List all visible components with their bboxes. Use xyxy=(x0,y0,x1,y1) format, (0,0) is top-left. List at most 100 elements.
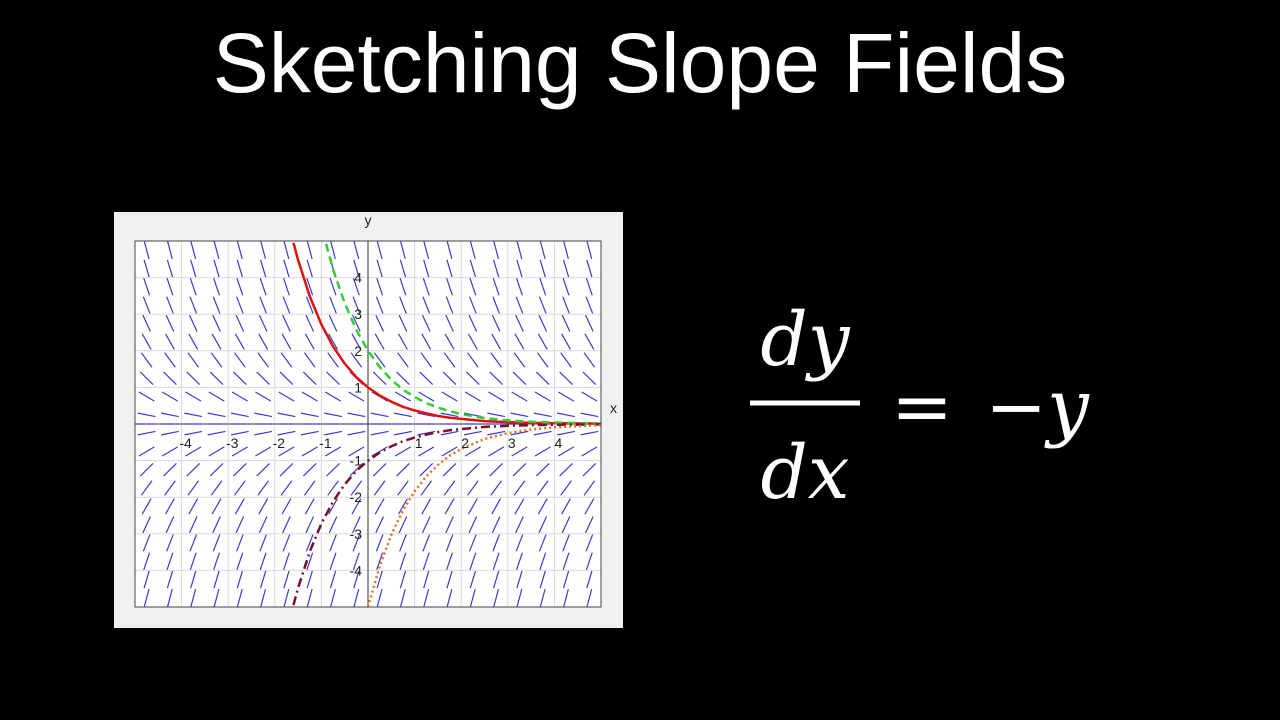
slope-segment xyxy=(557,430,575,436)
slope-segment xyxy=(468,314,478,332)
slope-segment xyxy=(327,352,339,368)
slope-segment xyxy=(539,278,547,296)
slope-segment xyxy=(212,534,221,552)
slope-segment xyxy=(353,241,360,259)
slope-segment xyxy=(258,516,268,534)
slope-segment xyxy=(256,463,270,477)
slope-segment xyxy=(584,498,595,515)
slope-segment xyxy=(352,552,360,570)
slope-segment xyxy=(211,498,222,515)
slope-segment xyxy=(164,498,175,515)
slope-segment xyxy=(446,278,454,296)
slope-segment xyxy=(351,498,362,515)
slope-segment xyxy=(557,391,575,402)
slope-segment xyxy=(306,278,314,296)
slope-segment xyxy=(584,333,595,350)
solution-curve xyxy=(366,423,601,607)
slope-segment xyxy=(510,412,529,418)
slope-segment xyxy=(303,480,316,496)
slope-segment xyxy=(140,352,153,368)
slope-segment xyxy=(583,480,596,496)
slope-segment xyxy=(512,463,527,477)
slope-segment xyxy=(282,278,290,296)
slide-title: Sketching Slope Fields xyxy=(213,16,1067,110)
slope-segment xyxy=(463,430,482,436)
slope-segment xyxy=(421,498,432,515)
slope-segment xyxy=(326,371,340,385)
slope-segment xyxy=(585,278,593,296)
slope-segment xyxy=(280,480,293,496)
slope-segment xyxy=(586,259,593,278)
slope-segment xyxy=(399,570,407,589)
y-tick-label: -2 xyxy=(350,489,363,505)
slope-segment xyxy=(441,391,458,402)
slope-segment xyxy=(143,278,151,296)
slope-segment xyxy=(188,314,198,332)
slope-segment xyxy=(257,480,269,496)
slope-segment xyxy=(376,241,383,259)
slope-segment xyxy=(283,570,290,589)
slope-segment xyxy=(580,412,599,418)
slope-segment xyxy=(467,480,479,496)
slope-segment xyxy=(442,463,457,477)
slope-segment xyxy=(282,552,290,570)
slope-segment xyxy=(167,589,173,607)
slope-segment xyxy=(422,534,431,552)
slope-segment xyxy=(163,463,177,477)
slope-segment xyxy=(185,446,202,457)
slope-segment xyxy=(302,371,317,385)
x-tick-label: 1 xyxy=(415,435,423,451)
slope-segment xyxy=(467,352,479,368)
slope-segment xyxy=(533,412,552,418)
slope-segment xyxy=(352,296,361,314)
slope-segment xyxy=(280,352,293,368)
slope-segment xyxy=(399,278,407,296)
slope-segment xyxy=(469,589,476,607)
slope-segment xyxy=(534,446,551,457)
slope-segment xyxy=(277,430,296,436)
slope-segment xyxy=(234,498,245,515)
solution-curve xyxy=(292,242,601,425)
slope-segment xyxy=(539,589,546,607)
slope-segment xyxy=(372,463,387,477)
slope-segment xyxy=(469,278,477,296)
slope-segment xyxy=(562,534,570,552)
slope-segment xyxy=(399,259,407,278)
slope-segment xyxy=(282,534,291,552)
slope-segment xyxy=(539,552,547,570)
slope-segment xyxy=(184,412,203,418)
slope-segment xyxy=(440,412,459,418)
slope-segment xyxy=(446,570,453,589)
slope-segment xyxy=(353,589,360,607)
slope-segment xyxy=(376,278,384,296)
slope-segment xyxy=(254,412,273,418)
slope-segment xyxy=(375,534,384,552)
slope-segment xyxy=(161,446,179,457)
slope-segment xyxy=(538,516,548,534)
slope-segment xyxy=(260,241,267,259)
slope-segment xyxy=(208,391,225,402)
slope-segment xyxy=(490,352,502,368)
slope-segment xyxy=(306,241,313,259)
slope-segment xyxy=(562,296,570,314)
slope-segment xyxy=(446,552,454,570)
slope-segment xyxy=(352,314,361,332)
slope-segment xyxy=(492,259,500,278)
slope-segment xyxy=(189,552,197,570)
slope-segment xyxy=(143,589,150,607)
slope-segment xyxy=(442,371,457,385)
slope-segment xyxy=(259,278,267,296)
slope-segment xyxy=(231,391,248,402)
slope-segment xyxy=(347,412,366,418)
slope-segment xyxy=(330,589,336,607)
slope-segment xyxy=(207,412,226,418)
solution-curve xyxy=(324,243,601,425)
slope-segment xyxy=(212,516,221,534)
slope-segment xyxy=(394,391,412,402)
slope-segment xyxy=(513,352,526,368)
slope-segment xyxy=(329,278,337,296)
slope-segment xyxy=(421,333,432,350)
slope-segment xyxy=(515,552,523,570)
slope-segment xyxy=(305,534,314,552)
